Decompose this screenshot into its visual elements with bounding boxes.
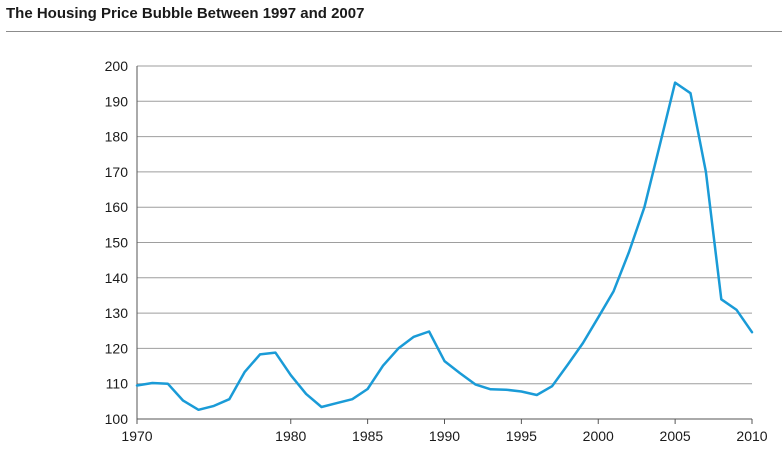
x-tick-label-1980: 1980: [275, 428, 306, 444]
x-tick-label-2005: 2005: [660, 428, 691, 444]
x-tick-label-2010: 2010: [736, 428, 767, 444]
y-tick-label-190: 190: [105, 93, 129, 109]
y-tick-label-100: 100: [105, 411, 129, 427]
axes: [136, 66, 753, 424]
x-tick-label-1995: 1995: [506, 428, 537, 444]
chart-title: The Housing Price Bubble Between 1997 an…: [6, 5, 365, 22]
y-tick-label-120: 120: [105, 340, 129, 356]
y-tick-labels: 100 110 120 130 140 150 160 170 180 190 200: [105, 58, 129, 427]
y-tick-label-130: 130: [105, 305, 129, 321]
y-tick-label-170: 170: [105, 164, 129, 180]
x-tick-label-1990: 1990: [429, 428, 460, 444]
y-tick-label-110: 110: [106, 376, 129, 392]
y-tick-label-180: 180: [105, 129, 129, 145]
y-tick-label-140: 140: [105, 270, 129, 286]
y-tick-label-150: 150: [105, 235, 129, 251]
y-tick-label-160: 160: [105, 199, 129, 215]
x-tick-label-1970: 1970: [121, 428, 152, 444]
series: [135, 81, 754, 412]
title-divider: [6, 31, 782, 32]
x-tick-label-1985: 1985: [352, 428, 383, 444]
y-tick-label-200: 200: [105, 58, 129, 74]
series-line-0: [135, 81, 754, 412]
x-tick-label-2000: 2000: [583, 428, 614, 444]
gridlines: [137, 65, 752, 385]
x-tick-labels: 1970 1980 1985 1990 1995 2000 2005 2010: [121, 428, 767, 444]
